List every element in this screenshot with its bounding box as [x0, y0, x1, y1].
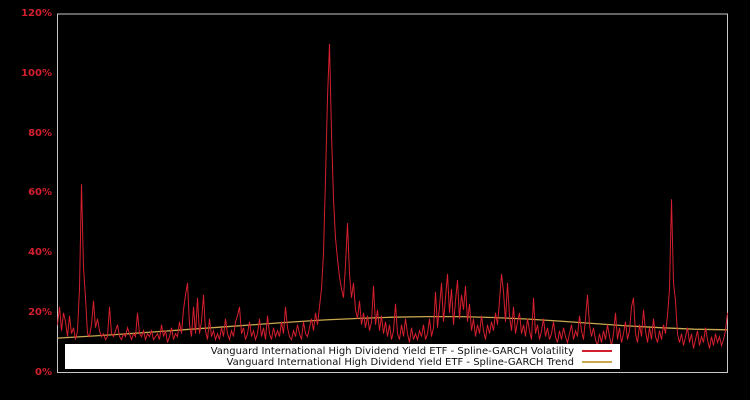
legend-item-trend: Vanguard International High Dividend Yie…: [65, 357, 612, 368]
y-tick-label-20: 20%: [28, 306, 52, 318]
volatility-series-line: [57, 43, 728, 349]
y-tick-label-100: 100%: [21, 67, 52, 79]
trend-line-swatch: [582, 361, 612, 363]
legend: Vanguard International High Dividend Yie…: [65, 344, 620, 369]
y-tick-label-60: 60%: [28, 187, 52, 199]
volatility-line-swatch: [582, 350, 612, 352]
plot-border: [57, 13, 728, 373]
y-tick-label-120: 120%: [21, 8, 52, 19]
y-tick-label-40: 40%: [28, 247, 52, 258]
trend-series-line: [57, 315, 728, 339]
y-tick-label-80: 80%: [28, 127, 52, 139]
legend-label-trend: Vanguard International High Dividend Yie…: [226, 356, 574, 368]
legend-label-volatility: Vanguard International High Dividend Yie…: [210, 345, 574, 357]
y-tick-label-0: 0%: [35, 366, 52, 378]
legend-item-volatility: Vanguard International High Dividend Yie…: [65, 346, 612, 357]
